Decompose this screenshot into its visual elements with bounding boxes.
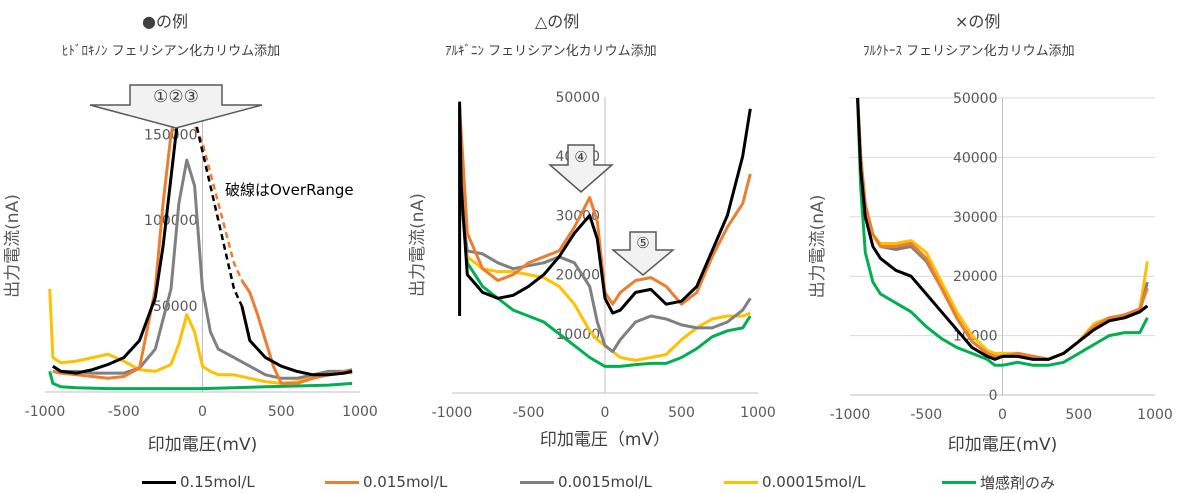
series-line — [48, 371, 353, 391]
y-tick-label: 50000 — [555, 90, 600, 106]
panel-1-subtitle: ﾋﾄﾞﾛｷﾉﾝ フェリシアン化カリウム添加 — [62, 44, 281, 59]
x-axis-label: 印加電圧(mV) — [948, 435, 1057, 455]
panel-1-title: ●の例 — [142, 12, 188, 31]
x-tick-label: 0 — [198, 404, 207, 420]
down-arrow-shape — [547, 144, 615, 193]
legend-item: 増感剤のみ — [942, 472, 1055, 492]
arrow-callout: ④ — [547, 144, 615, 193]
y-axis-label: 出力電流(nA) — [808, 195, 828, 299]
y-tick-label: 50000 — [953, 91, 998, 107]
series-line — [458, 108, 752, 354]
legend-swatch — [325, 480, 359, 484]
x-tick-label: -1000 — [25, 404, 66, 420]
y-axis-label: 出力電流(nA) — [408, 193, 428, 297]
legend-label: 0.015mol/L — [363, 473, 448, 491]
series-line — [52, 98, 188, 380]
y-tick-label: 50000 — [153, 299, 198, 315]
series-overrange-line — [193, 116, 244, 307]
x-tick-label: -500 — [513, 405, 545, 421]
panel-2-subtitle: ｱﾙｷﾞﾆﾝ フェリシアン化カリウム添加 — [445, 44, 657, 59]
x-tick-label: 0 — [998, 407, 1007, 423]
x-tick-label: -1000 — [432, 405, 473, 421]
arrow-label: ①②③ — [153, 87, 199, 107]
series-line — [48, 288, 353, 385]
arrow-label: ④ — [574, 148, 587, 166]
panel-3-title: ×の例 — [955, 12, 1001, 31]
legend-swatch — [520, 480, 554, 484]
legend-label: 0.00015mol/L — [762, 473, 866, 491]
x-tick-label: -500 — [910, 407, 942, 423]
series-line — [458, 108, 752, 306]
x-axis-label: 印加電圧（mV） — [540, 430, 670, 450]
down-arrow-shape — [610, 231, 676, 276]
x-tick-label: 1000 — [740, 405, 776, 421]
x-tick-label: -500 — [108, 404, 140, 420]
down-arrow-shape — [89, 84, 263, 129]
y-tick-label: 10000 — [953, 329, 998, 345]
panel-3-subtitle: ﾌﾙｸﾄｰｽ フェリシアン化カリウム添加 — [863, 44, 1075, 59]
x-tick-label: 0 — [601, 405, 610, 421]
legend-swatch — [942, 480, 976, 484]
x-tick-label: 500 — [1065, 407, 1092, 423]
y-axis-label: 出力電流(nA) — [3, 194, 23, 298]
series-line — [856, 97, 1149, 361]
panel-2-chart: 1000020000300004000050000-1000-500050010… — [408, 90, 776, 450]
series-line — [856, 97, 1149, 361]
x-tick-label: -1000 — [830, 407, 871, 423]
y-tick-label: 0 — [989, 388, 998, 404]
x-axis-label: 印加電圧(mV) — [148, 435, 257, 455]
legend-item: 0.0015mol/L — [520, 472, 652, 492]
legend: 0.15mol/L 0.015mol/L 0.0015mol/L 0.00015… — [142, 472, 1102, 492]
y-tick-label: 30000 — [953, 210, 998, 226]
legend-swatch — [724, 480, 758, 484]
panel-2-title: △の例 — [535, 12, 580, 31]
x-tick-label: 1000 — [1137, 407, 1173, 423]
y-tick-label: 40000 — [953, 150, 998, 166]
x-tick-label: 500 — [268, 404, 295, 420]
legend-item: 0.15mol/L — [142, 472, 255, 492]
series-line — [458, 108, 752, 368]
x-tick-label: 500 — [668, 405, 695, 421]
legend-label: 0.0015mol/L — [558, 473, 652, 491]
series-line — [240, 305, 353, 377]
arrow-label: ⑤ — [636, 234, 649, 252]
arrow-callout: ⑤ — [610, 231, 676, 276]
series-line — [52, 158, 353, 380]
series-line — [458, 101, 752, 316]
legend-item: 0.015mol/L — [325, 472, 447, 492]
y-tick-label: 20000 — [953, 269, 998, 285]
legend-swatch — [142, 480, 176, 484]
x-tick-label: 1000 — [342, 404, 378, 420]
arrow-callout: ①②③ — [89, 84, 263, 129]
overrange-note: 破線はOverRange — [225, 181, 354, 199]
y-tick-label: 20000 — [555, 268, 600, 284]
legend-label: 0.15mol/L — [180, 473, 255, 491]
series-line — [240, 279, 353, 385]
series-line — [856, 97, 1149, 367]
legend-item: 0.00015mol/L — [724, 472, 865, 492]
y-tick-label: 30000 — [555, 208, 600, 224]
panel-3-chart: 0 10000 20000 30000 40000 50000 -1000 -500 0 500 1… — [808, 91, 1173, 455]
y-tick-label: 100000 — [144, 213, 197, 229]
legend-label: 増感剤のみ — [980, 473, 1056, 492]
